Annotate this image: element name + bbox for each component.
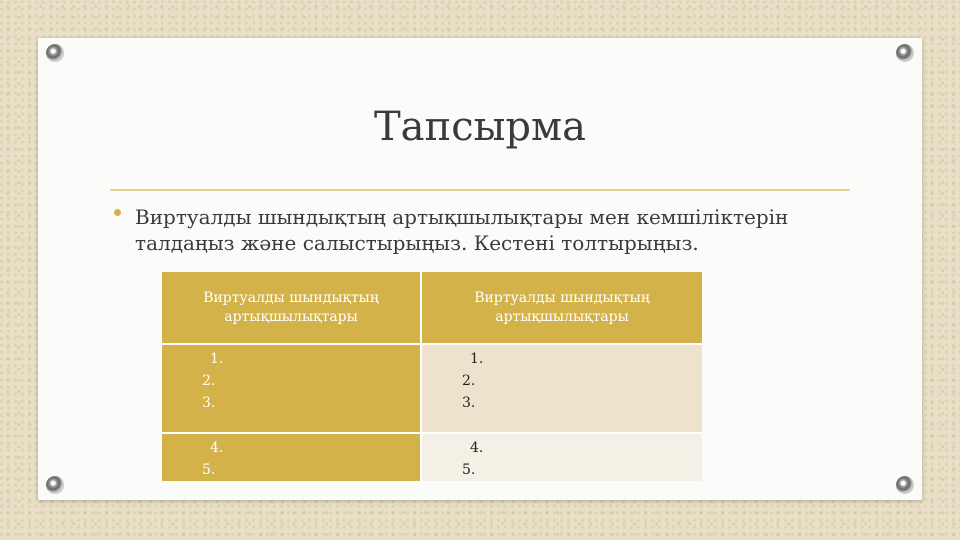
cell: 4. 5. [162, 432, 422, 481]
header-cell: Виртуалды шындықтың артықшылықтары [162, 272, 422, 344]
divider [110, 189, 850, 191]
title: Тапсырма [374, 104, 586, 150]
pin [46, 44, 64, 62]
header-cell: Виртуалды шындықтың артықшылықтары [421, 272, 702, 344]
cell-line: 2. [462, 373, 476, 389]
row: 1. 2. 3. 1. 2. 3. [162, 343, 702, 433]
pin [896, 44, 914, 62]
row: 4. 5. 4. 5. [162, 432, 702, 481]
cell-line: 1. [210, 351, 224, 367]
cell: 1. 2. 3. [162, 343, 422, 433]
cell-line: 3. [462, 395, 476, 411]
table: Виртуалды шындықтың артықшылықтары Вирту… [162, 272, 702, 481]
cell: 4. 5. [421, 432, 702, 481]
header-row: Виртуалды шындықтың артықшылықтары Вирту… [162, 272, 702, 344]
pin [46, 476, 64, 494]
cell-line: 2. [202, 373, 216, 389]
cell-line: 3. [202, 395, 216, 411]
cell-line: 5. [202, 462, 216, 478]
cell-line: 5. [462, 462, 476, 478]
pin [896, 476, 914, 494]
bullet-text: Виртуалды шындықтың артықшылықтары мен к… [135, 205, 789, 255]
cell: 1. 2. 3. [421, 343, 702, 433]
cell-line: 4. [210, 440, 224, 456]
cell-line: 1. [470, 351, 484, 367]
bullet-dot [114, 209, 121, 216]
cell-line: 4. [470, 440, 484, 456]
